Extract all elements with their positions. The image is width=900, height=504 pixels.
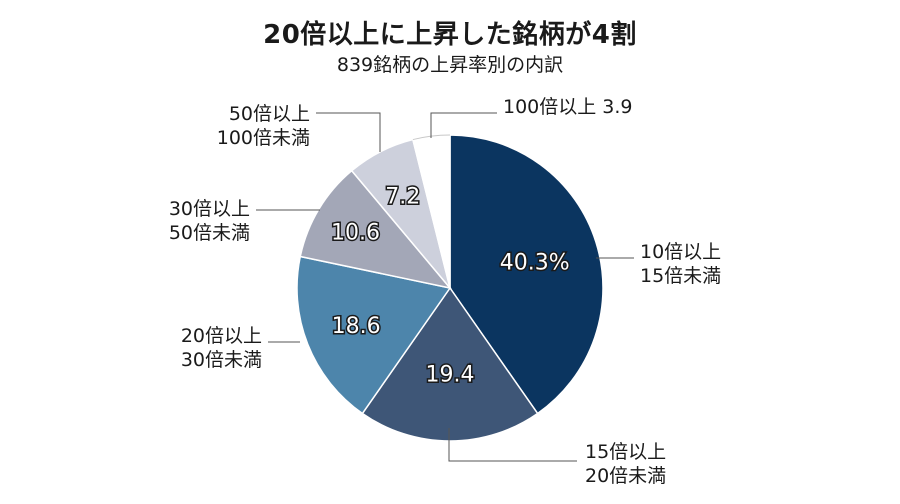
slice-category-label: 10倍以上 15倍未満 (640, 241, 721, 287)
leader-line (430, 112, 497, 138)
slice-value-label: 19.4 (426, 363, 475, 388)
pie-slice (361, 286, 539, 442)
slice-category-label: 20倍以上 30倍未満 (181, 325, 262, 371)
pie-labels: 40.3% 10倍以上 15倍未満 19.4 15倍以上 20倍未満 18.6 20倍以上 30… (169, 96, 721, 487)
slice-value-label: 40.3% (500, 250, 570, 275)
chart-subtitle: 839銘柄の上昇率別の内訳 (336, 54, 564, 76)
pie-slice (296, 255, 452, 415)
slice-category-label: 50倍以上 100倍未満 (217, 103, 310, 149)
slice-category-label: 15倍以上 20倍未満 (585, 441, 666, 487)
pie-slices (296, 134, 604, 442)
slice-value-label: 18.6 (332, 314, 381, 339)
slice-value-label: 10.6 (331, 220, 380, 245)
leader-line (316, 112, 381, 152)
pie-slice (449, 134, 604, 415)
chart-title: 20倍以上に上昇した銘柄が4割 (263, 20, 637, 50)
slice-category-label: 30倍以上 50倍未満 (169, 198, 250, 244)
leader-line (448, 428, 577, 462)
slice-category-label: 100倍以上 3.9 (503, 96, 633, 118)
pie-slice (299, 169, 452, 290)
slice-value-label: 7.2 (385, 184, 420, 209)
